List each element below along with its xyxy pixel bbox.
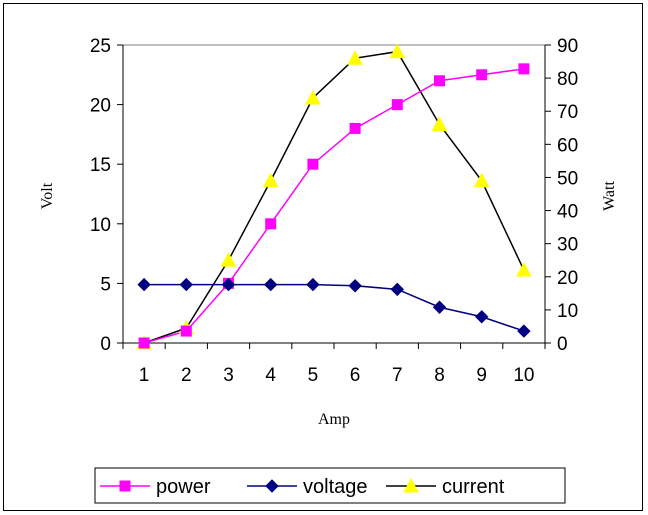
y-left-tick-label: 0 — [100, 334, 111, 355]
data-point-current — [431, 116, 448, 131]
data-point-power — [265, 218, 277, 230]
data-point-current — [389, 43, 406, 59]
data-point-voltage — [179, 277, 194, 292]
data-point-voltage — [474, 310, 489, 324]
y-axis-left-title: Volt — [39, 182, 56, 209]
y-right-tick-label: 60 — [557, 135, 578, 156]
data-point-voltage — [137, 277, 151, 292]
data-point-voltage — [221, 277, 236, 292]
plot-border — [122, 44, 546, 344]
y-right-tick-label: 30 — [557, 235, 578, 256]
y-right-tick-label: 80 — [557, 69, 578, 90]
y-right-tick-label: 20 — [557, 268, 578, 289]
y-right-tick-label: 10 — [557, 301, 578, 322]
x-tick-label: 9 — [476, 365, 487, 386]
y-right-tick-label: 0 — [557, 334, 568, 355]
series-line-voltage — [144, 283, 525, 332]
y-left-tick-label: 5 — [100, 274, 111, 295]
y-axis-right-title: Watt — [601, 181, 618, 211]
data-point-current — [473, 172, 490, 188]
data-point-power — [349, 122, 361, 134]
data-point-power — [391, 99, 403, 111]
y-right-tick-label: 90 — [557, 36, 578, 57]
data-point-power — [138, 337, 150, 349]
data-point-power — [307, 158, 319, 170]
data-point-current — [516, 262, 532, 277]
y-left-tick-label: 10 — [90, 215, 111, 236]
plot-area: 0 5 10 15 20 25 0 10 20 30 40 50 60 70 80 90 1 2 3 4 5 6 7 8 9 10 — [90, 36, 578, 386]
data-point-power — [434, 75, 445, 87]
data-point-voltage — [263, 277, 278, 292]
y-right-tick-label: 40 — [557, 202, 578, 223]
y-right-tick-label: 70 — [557, 102, 578, 123]
legend-label-voltage: voltage — [303, 476, 368, 498]
x-tick-label: 1 — [139, 365, 150, 386]
data-point-current — [262, 172, 279, 188]
x-tick-label: 7 — [392, 365, 403, 386]
x-tick-label: 3 — [223, 365, 234, 386]
data-point-power — [180, 325, 192, 337]
data-point-voltage — [306, 277, 320, 292]
y-right-tick-label: 50 — [557, 168, 578, 189]
x-tick-label: 5 — [308, 365, 319, 386]
y-left-tick-label: 25 — [90, 36, 111, 57]
y-left-tick-label: 20 — [90, 96, 111, 117]
data-point-voltage — [390, 282, 405, 297]
x-tick-label: 4 — [265, 365, 276, 386]
data-point-current — [347, 50, 363, 65]
legend-label-current: current — [442, 476, 505, 498]
data-point-voltage — [517, 324, 531, 338]
x-tick-label: 6 — [350, 365, 361, 386]
legend-marker-voltage — [265, 479, 279, 493]
legend-label-power: power — [156, 476, 211, 498]
legend-marker-power — [119, 480, 131, 492]
legend: power voltage current — [94, 467, 566, 504]
x-tick-label: 10 — [513, 365, 534, 386]
legend-box — [94, 467, 566, 504]
data-point-current — [305, 89, 321, 105]
data-point-voltage — [348, 279, 362, 293]
x-tick-label: 8 — [434, 365, 445, 386]
x-tick-label: 2 — [181, 365, 192, 386]
x-axis-title: Amp — [318, 411, 350, 428]
data-point-power — [518, 63, 530, 75]
series-line-power — [143, 68, 525, 344]
data-point-current — [220, 252, 237, 267]
legend-marker-current — [403, 477, 419, 493]
y-left-tick-label: 15 — [90, 155, 111, 176]
series-line-current — [143, 50, 525, 344]
data-point-voltage — [432, 300, 447, 314]
data-point-power — [476, 69, 488, 81]
